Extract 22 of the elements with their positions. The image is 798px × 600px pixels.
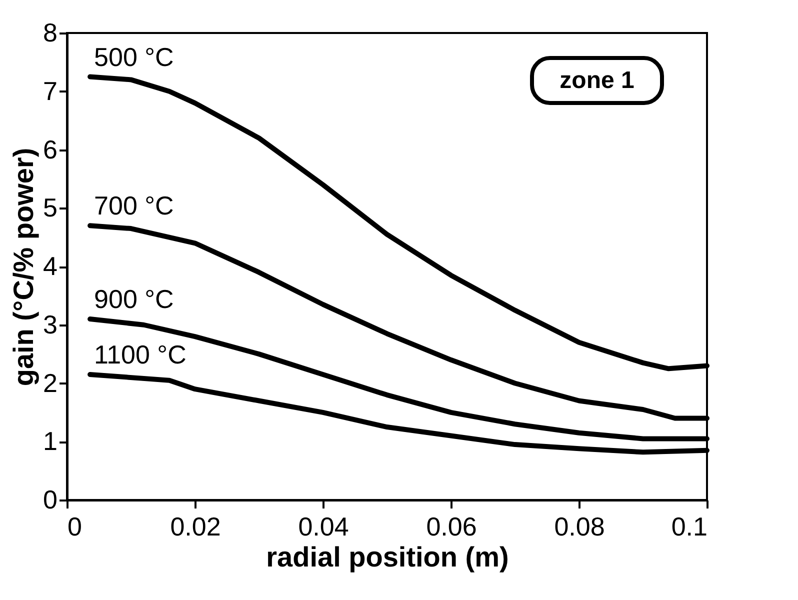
x-tick-label: 0.06: [426, 512, 477, 542]
series-label: 900 °C: [94, 284, 174, 314]
annotation: zone 1: [560, 67, 634, 94]
y-axis-title: gain (°C/% power): [8, 148, 40, 386]
y-tick-label: 5: [43, 192, 58, 223]
x-tick-label: 0.1: [671, 512, 708, 542]
series-label: 500 °C: [94, 42, 174, 72]
y-tick-label: 3: [43, 309, 58, 340]
y-tick-label: 0: [43, 484, 58, 514]
y-tick-label: 4: [43, 251, 58, 281]
x-axis-title: radial position (m): [266, 542, 509, 572]
y-tick-label: 6: [43, 134, 58, 164]
x-tick-label: 0.04: [298, 512, 349, 542]
y-tick-label: 8: [43, 18, 58, 48]
series-label: 700 °C: [94, 190, 174, 221]
y-tick-label: 7: [43, 76, 58, 106]
x-tick-label: 0.02: [170, 512, 221, 542]
x-tick-label: 0: [68, 512, 82, 542]
series-label: 1100 °C: [94, 339, 186, 370]
y-tick-label: 1: [43, 426, 58, 456]
x-tick-label: 0.08: [554, 512, 605, 542]
y-tick-label: 2: [43, 368, 58, 398]
